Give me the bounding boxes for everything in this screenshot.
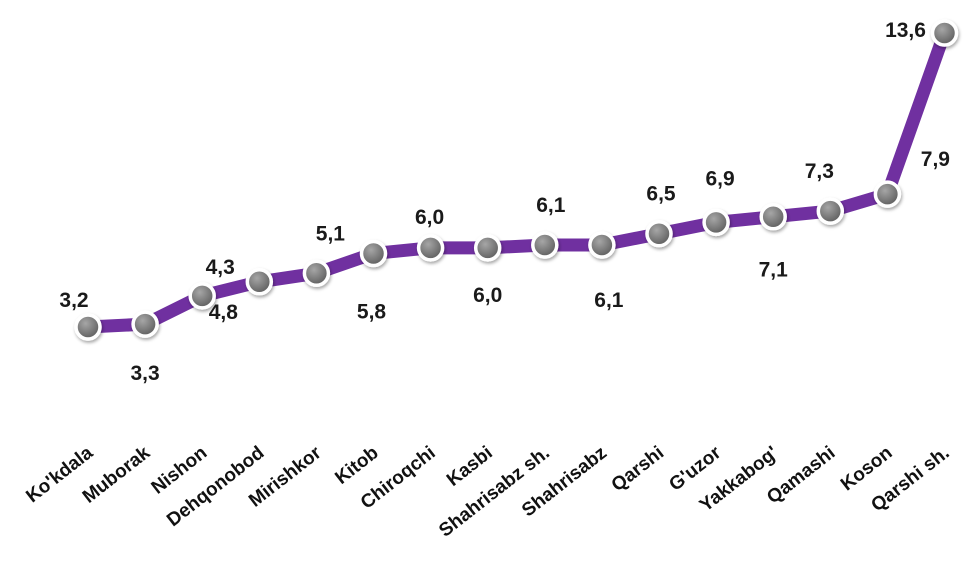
data-point (131, 310, 159, 338)
data-label: 3,2 (59, 289, 88, 312)
data-label: 3,3 (130, 362, 159, 385)
series-line (81, 26, 951, 334)
data-label: 6,9 (705, 167, 734, 190)
series-line-layer (81, 26, 951, 334)
data-label-layer: 3,2 3,3 4,3 4,8 5,1 5,8 6,0 6,0 6,1 6,1 6,5 6,9 7,1 7… (59, 19, 950, 385)
data-point (188, 282, 216, 310)
data-point (245, 268, 274, 296)
data-label: 13,6 (885, 19, 926, 42)
data-label: 6,1 (536, 194, 566, 217)
data-label: 6,5 (646, 183, 676, 206)
data-point (645, 219, 673, 248)
category-label: Qarshi (608, 442, 668, 496)
data-label: 6,1 (594, 289, 624, 312)
data-point (930, 19, 959, 47)
data-point (588, 231, 616, 259)
data-point (416, 234, 445, 262)
data-point-layer (74, 19, 959, 341)
data-label: 7,3 (805, 160, 834, 183)
data-point (816, 197, 845, 225)
data-point (74, 313, 102, 341)
data-point (531, 231, 559, 259)
category-label-layer: Ko'kdalaMuborakNishonDehqonobodMirishkor… (22, 442, 953, 541)
data-label: 5,1 (316, 222, 346, 245)
data-label: 5,8 (357, 300, 387, 323)
data-label: 7,1 (759, 259, 789, 282)
data-point (359, 239, 388, 268)
data-label: 6,0 (415, 206, 444, 229)
category-label: Dehqonobod (163, 442, 268, 531)
data-point (302, 259, 331, 288)
data-point (702, 208, 730, 237)
data-point (473, 234, 502, 262)
data-label: 4,8 (209, 301, 239, 324)
data-label: 7,9 (921, 148, 950, 171)
data-label: 4,3 (206, 256, 235, 279)
data-point (759, 202, 787, 231)
data-label: 6,0 (473, 284, 502, 307)
data-point (873, 180, 902, 208)
